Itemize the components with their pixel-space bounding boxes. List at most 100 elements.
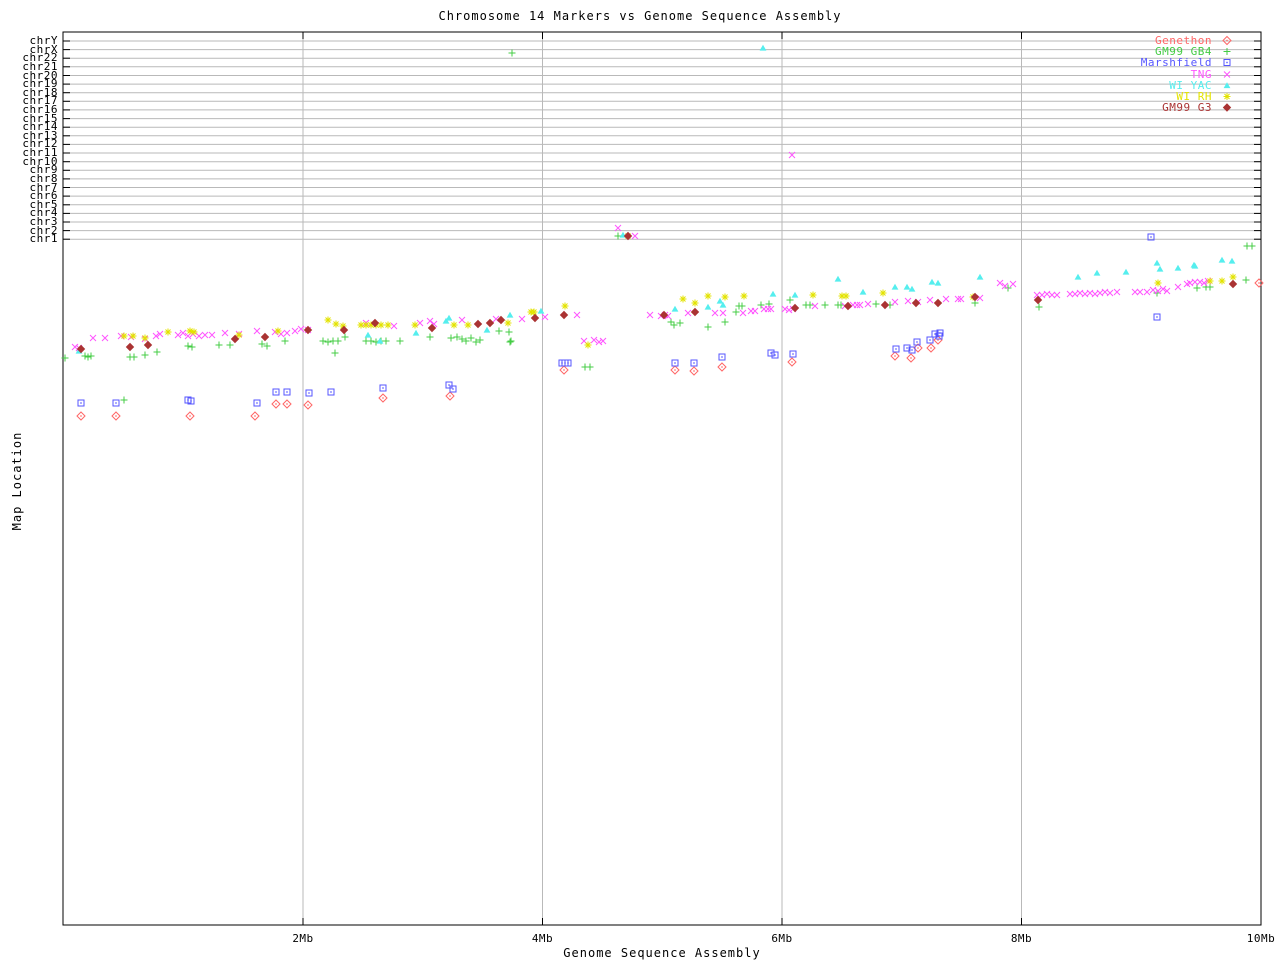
- data-point: [670, 321, 678, 329]
- data-point: [711, 309, 719, 317]
- data-point: [77, 399, 85, 407]
- data-point: [631, 232, 639, 240]
- data-point: [382, 337, 390, 345]
- series-wi-yac: [75, 44, 1236, 354]
- y-tick-label: chr1: [29, 232, 58, 246]
- y-tick-label: chr7: [29, 180, 58, 194]
- data-point: [1218, 277, 1226, 285]
- data-point: [334, 337, 342, 345]
- data-point: [508, 49, 516, 57]
- data-point: [537, 307, 545, 314]
- data-point: [450, 321, 458, 329]
- series-wi-rh: [120, 232, 1237, 349]
- data-point: [384, 321, 392, 329]
- data-point: [185, 411, 195, 421]
- data-point: [573, 311, 581, 319]
- data-point: [781, 305, 789, 313]
- data-point: [1131, 288, 1139, 296]
- data-point: [518, 315, 526, 323]
- data-point: [676, 319, 684, 327]
- data-point: [1248, 242, 1256, 250]
- legend-label: Genethon: [1155, 34, 1212, 48]
- data-point: [272, 388, 280, 396]
- data-point: [719, 309, 727, 317]
- data-point: [76, 411, 86, 421]
- data-point: [1229, 280, 1237, 288]
- data-point: [1096, 289, 1104, 297]
- data-point: [101, 334, 109, 342]
- data-point: [717, 362, 727, 372]
- data-point: [844, 302, 852, 310]
- data-point: [261, 333, 269, 341]
- data-point: [153, 348, 161, 356]
- data-point: [721, 318, 729, 326]
- data-point: [769, 290, 777, 297]
- data-point: [1191, 278, 1199, 286]
- data-point: [689, 366, 699, 376]
- legend-marker-icon: [1222, 36, 1232, 46]
- data-point: [506, 311, 514, 318]
- data-point: [174, 331, 182, 339]
- data-point: [671, 359, 679, 367]
- data-point: [303, 400, 313, 410]
- axis-ticks: [63, 32, 1262, 925]
- y-tick-label: chr16: [22, 102, 58, 116]
- legend-label: WI RH: [1176, 90, 1212, 104]
- data-point: [856, 301, 864, 309]
- data-point: [483, 326, 491, 333]
- data-point: [215, 341, 223, 349]
- data-point: [390, 322, 398, 330]
- data-point: [1174, 283, 1182, 291]
- data-point: [1206, 277, 1214, 285]
- data-point: [670, 365, 680, 375]
- data-point: [164, 328, 172, 336]
- data-point: [667, 318, 675, 326]
- data-point: [821, 301, 829, 309]
- data-point: [412, 329, 420, 336]
- series-marshfield: [77, 233, 1161, 407]
- data-point: [332, 320, 340, 328]
- series-tng: [71, 151, 1212, 352]
- data-point: [1106, 289, 1114, 297]
- legend: Genethon GM99 GB4 Marshfield TNG WI YAC WI RH…: [1141, 34, 1238, 114]
- data-point: [704, 303, 712, 310]
- data-point: [467, 334, 475, 342]
- data-point: [1242, 276, 1250, 284]
- y-tick-label: chrX: [29, 42, 58, 56]
- data-point: [1254, 278, 1264, 288]
- data-point: [957, 295, 965, 303]
- data-point: [120, 396, 128, 404]
- data-point: [1043, 290, 1051, 298]
- legend-label: TNG: [1190, 67, 1212, 81]
- y-tick-label: chr9: [29, 163, 58, 177]
- data-point: [1035, 303, 1043, 311]
- data-point: [226, 341, 234, 349]
- data-point: [274, 327, 282, 335]
- legend-marker-icon: [1223, 103, 1231, 112]
- legend-marker-icon: [1223, 59, 1231, 67]
- data-point: [426, 317, 434, 325]
- data-point: [671, 305, 679, 312]
- data-point: [859, 288, 867, 295]
- data-point: [1091, 290, 1099, 298]
- data-point: [495, 327, 503, 335]
- y-tick-label: chr21: [22, 59, 58, 73]
- data-point: [531, 314, 539, 322]
- y-tick-label: chr19: [22, 77, 58, 91]
- series-genethon: [76, 278, 1264, 421]
- data-point: [595, 338, 603, 346]
- data-point: [283, 329, 291, 337]
- data-point: [739, 309, 747, 317]
- data-point: [271, 399, 281, 409]
- data-point: [789, 350, 797, 358]
- x-tick-label: 4Mb: [531, 932, 554, 945]
- data-point: [787, 357, 797, 367]
- x-tick-label: 10Mb: [1246, 932, 1276, 945]
- data-point: [1038, 291, 1046, 299]
- data-point: [112, 399, 120, 407]
- y-tick-label: chr15: [22, 111, 58, 125]
- data-point: [913, 338, 921, 346]
- data-point: [411, 321, 419, 329]
- data-point: [445, 391, 455, 401]
